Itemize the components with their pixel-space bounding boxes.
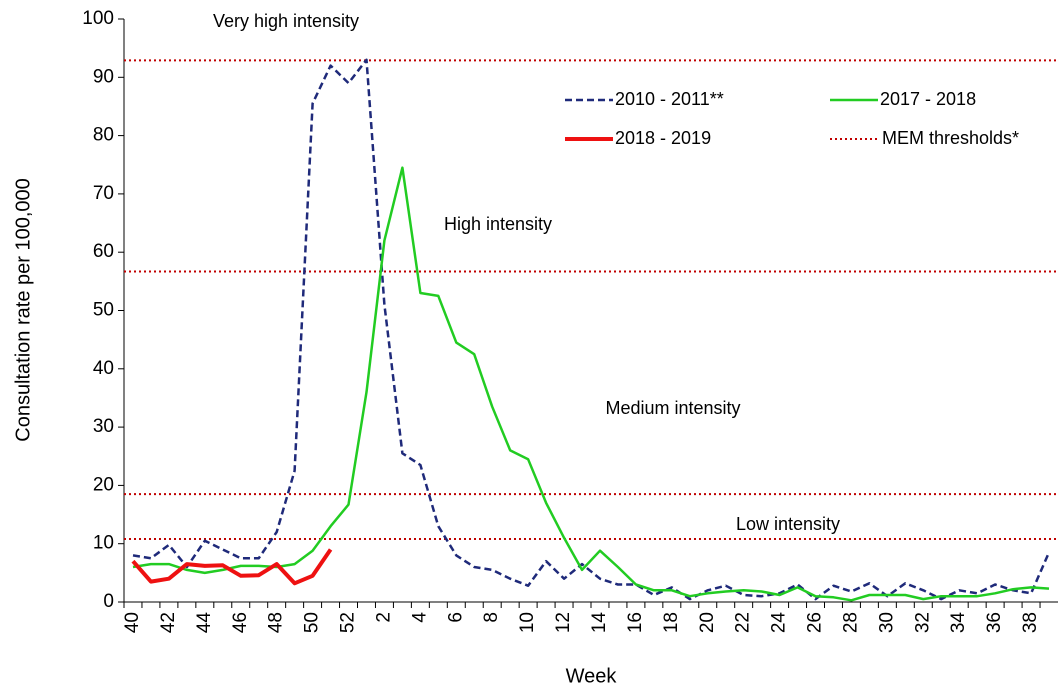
- x-tick-label: 18: [661, 612, 682, 633]
- y-tick-label: 100: [82, 8, 114, 29]
- x-tick-label: 14: [589, 612, 610, 634]
- y-tick-label: 40: [93, 358, 114, 379]
- x-axis-title: Week: [566, 665, 618, 687]
- y-axis-title: Consultation rate per 100,000: [12, 178, 34, 442]
- x-tick-label: 8: [481, 612, 502, 623]
- series-line: [131, 548, 333, 586]
- x-tick-label: 28: [840, 612, 861, 633]
- x-tick-label: 34: [948, 612, 969, 634]
- x-tick-label: 40: [122, 612, 143, 633]
- legend-label: 2010 - 2011**: [615, 89, 724, 109]
- legend-label: 2017 - 2018: [880, 89, 976, 109]
- x-tick-label: 32: [912, 612, 933, 633]
- x-tick-label: 16: [625, 612, 646, 633]
- series-line: [132, 58, 1051, 601]
- intensity-label: Medium intensity: [605, 398, 740, 418]
- x-tick-label: 12: [553, 612, 574, 633]
- x-tick-label: 24: [769, 612, 790, 634]
- y-tick-label: 70: [93, 183, 114, 204]
- y-tick-label: 10: [93, 533, 114, 554]
- x-tick-label: 48: [266, 612, 287, 633]
- x-tick-label: 38: [1020, 612, 1041, 633]
- x-tick-label: 42: [158, 612, 179, 633]
- x-tick-label: 26: [805, 612, 826, 633]
- x-tick-label: 46: [230, 612, 251, 633]
- y-tick-label: 50: [93, 300, 114, 321]
- x-tick-label: 36: [984, 612, 1005, 633]
- x-tick-label: 52: [338, 612, 359, 633]
- legend-label: MEM thresholds*: [882, 128, 1019, 148]
- x-tick-label: 2: [373, 612, 394, 623]
- series-line: [132, 166, 1050, 602]
- y-tick-label: 30: [93, 416, 114, 437]
- x-tick-label: 4: [409, 612, 430, 623]
- y-tick-label: 60: [93, 241, 114, 262]
- x-tick-label: 30: [876, 612, 897, 633]
- intensity-label: High intensity: [444, 214, 552, 234]
- x-tick-label: 20: [697, 612, 718, 633]
- x-tick-label: 44: [194, 612, 215, 634]
- x-tick-label: 10: [517, 612, 538, 633]
- legend-label: 2018 - 2019: [615, 128, 711, 148]
- x-tick-label: 6: [445, 612, 466, 623]
- y-tick-label: 80: [93, 125, 114, 146]
- x-tick-label: 22: [733, 612, 754, 633]
- y-tick-label: 90: [93, 66, 114, 87]
- y-tick-label: 20: [93, 474, 114, 495]
- x-tick-label: 50: [302, 612, 323, 633]
- intensity-label: Very high intensity: [213, 11, 359, 31]
- y-tick-label: 0: [103, 591, 114, 612]
- intensity-label: Low intensity: [736, 514, 840, 534]
